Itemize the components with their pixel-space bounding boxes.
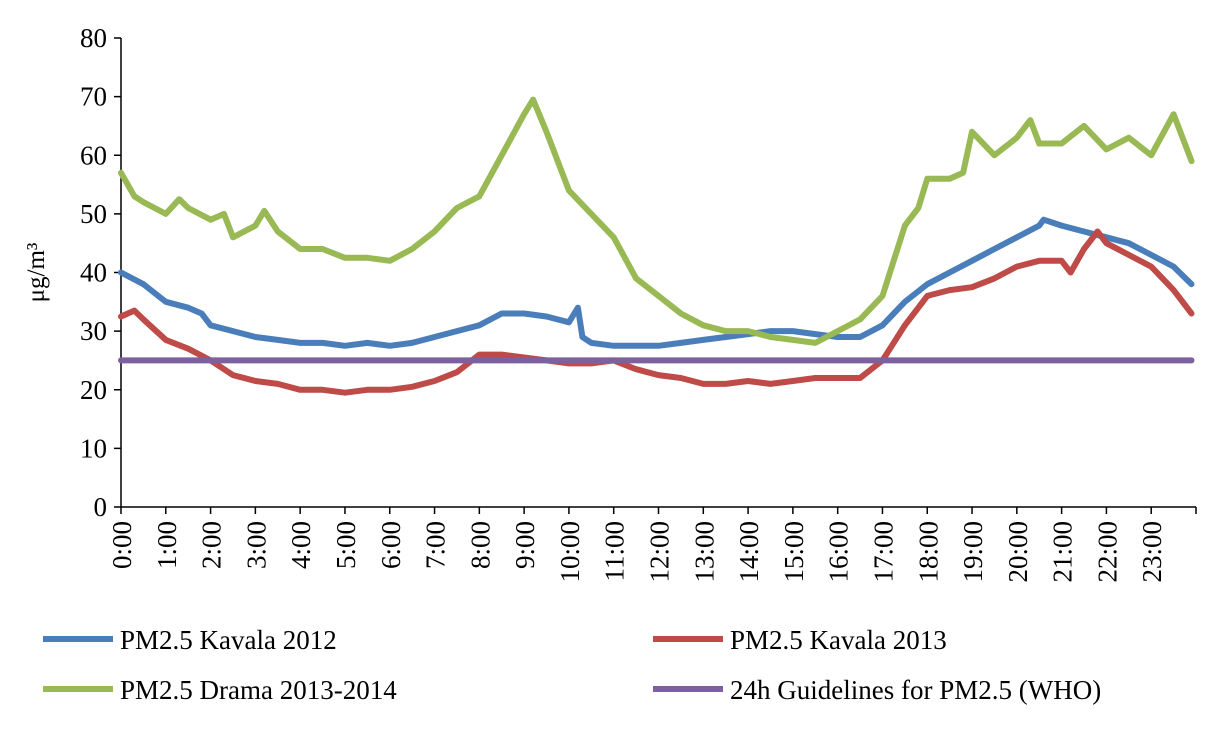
- x-tick-label: 18:00: [913, 521, 943, 583]
- y-tick-label: 40: [80, 258, 107, 288]
- x-tick-label: 9:00: [510, 521, 540, 569]
- x-tick-label: 10:00: [555, 521, 585, 583]
- x-tick-label: 5:00: [331, 521, 361, 569]
- x-axis-ticks: 0:00 1:00 2:00 3:00 4:00 5:00 6:00 7:00 8:00 9:00…: [107, 507, 1197, 583]
- y-tick-label: 10: [80, 433, 107, 463]
- x-tick-label: 14:00: [734, 521, 764, 583]
- y-tick-label: 70: [80, 82, 107, 112]
- y-tick-label: 60: [80, 140, 107, 170]
- y-tick-label: 50: [80, 199, 107, 229]
- x-tick-label: 11:00: [600, 521, 630, 582]
- x-tick-label: 6:00: [376, 521, 406, 569]
- x-tick-label: 1:00: [152, 521, 182, 569]
- x-tick-label: 0:00: [107, 521, 137, 569]
- x-tick-label: 16:00: [824, 521, 854, 583]
- legend: PM2.5 Kavala 2012 PM2.5 Kavala 2013 PM2.5 …: [43, 625, 1101, 705]
- x-tick-label: 20:00: [1003, 521, 1033, 583]
- legend-label-3: 24h Guidelines for PM2.5 (WHO): [730, 675, 1101, 705]
- y-tick-label: 0: [94, 492, 108, 522]
- series-line-1: [118, 228, 1195, 396]
- legend-label-2: PM2.5 Drama 2013-2014: [120, 675, 397, 705]
- legend-label-0: PM2.5 Kavala 2012: [120, 625, 337, 655]
- x-tick-label: 2:00: [197, 521, 227, 569]
- y-tick-label: 80: [80, 23, 107, 53]
- x-tick-label: 17:00: [868, 521, 898, 583]
- series-line-0: [118, 216, 1195, 349]
- x-tick-label: 4:00: [286, 521, 316, 569]
- x-tick-label: 8:00: [465, 521, 495, 569]
- x-tick-label: 19:00: [958, 521, 988, 583]
- series-lines: [118, 96, 1195, 396]
- y-tick-label: 30: [80, 316, 107, 346]
- plot-axes: [120, 38, 1196, 508]
- y-tick-label: 20: [80, 375, 107, 405]
- x-tick-label: 23:00: [1137, 521, 1167, 583]
- x-tick-label: 22:00: [1092, 521, 1122, 583]
- y-axis-ticks: 0 10 20 30 40 50 60 70 80: [80, 23, 121, 522]
- y-axis-label: μg/m³: [23, 242, 50, 302]
- x-tick-label: 3:00: [241, 521, 271, 569]
- series-line-2: [118, 96, 1195, 346]
- x-tick-label: 21:00: [1048, 521, 1078, 583]
- x-tick-label: 12:00: [645, 521, 675, 583]
- x-tick-label: 15:00: [779, 521, 809, 583]
- x-tick-label: 13:00: [689, 521, 719, 583]
- legend-label-1: PM2.5 Kavala 2013: [730, 625, 947, 655]
- x-tick-label: 7:00: [421, 521, 451, 569]
